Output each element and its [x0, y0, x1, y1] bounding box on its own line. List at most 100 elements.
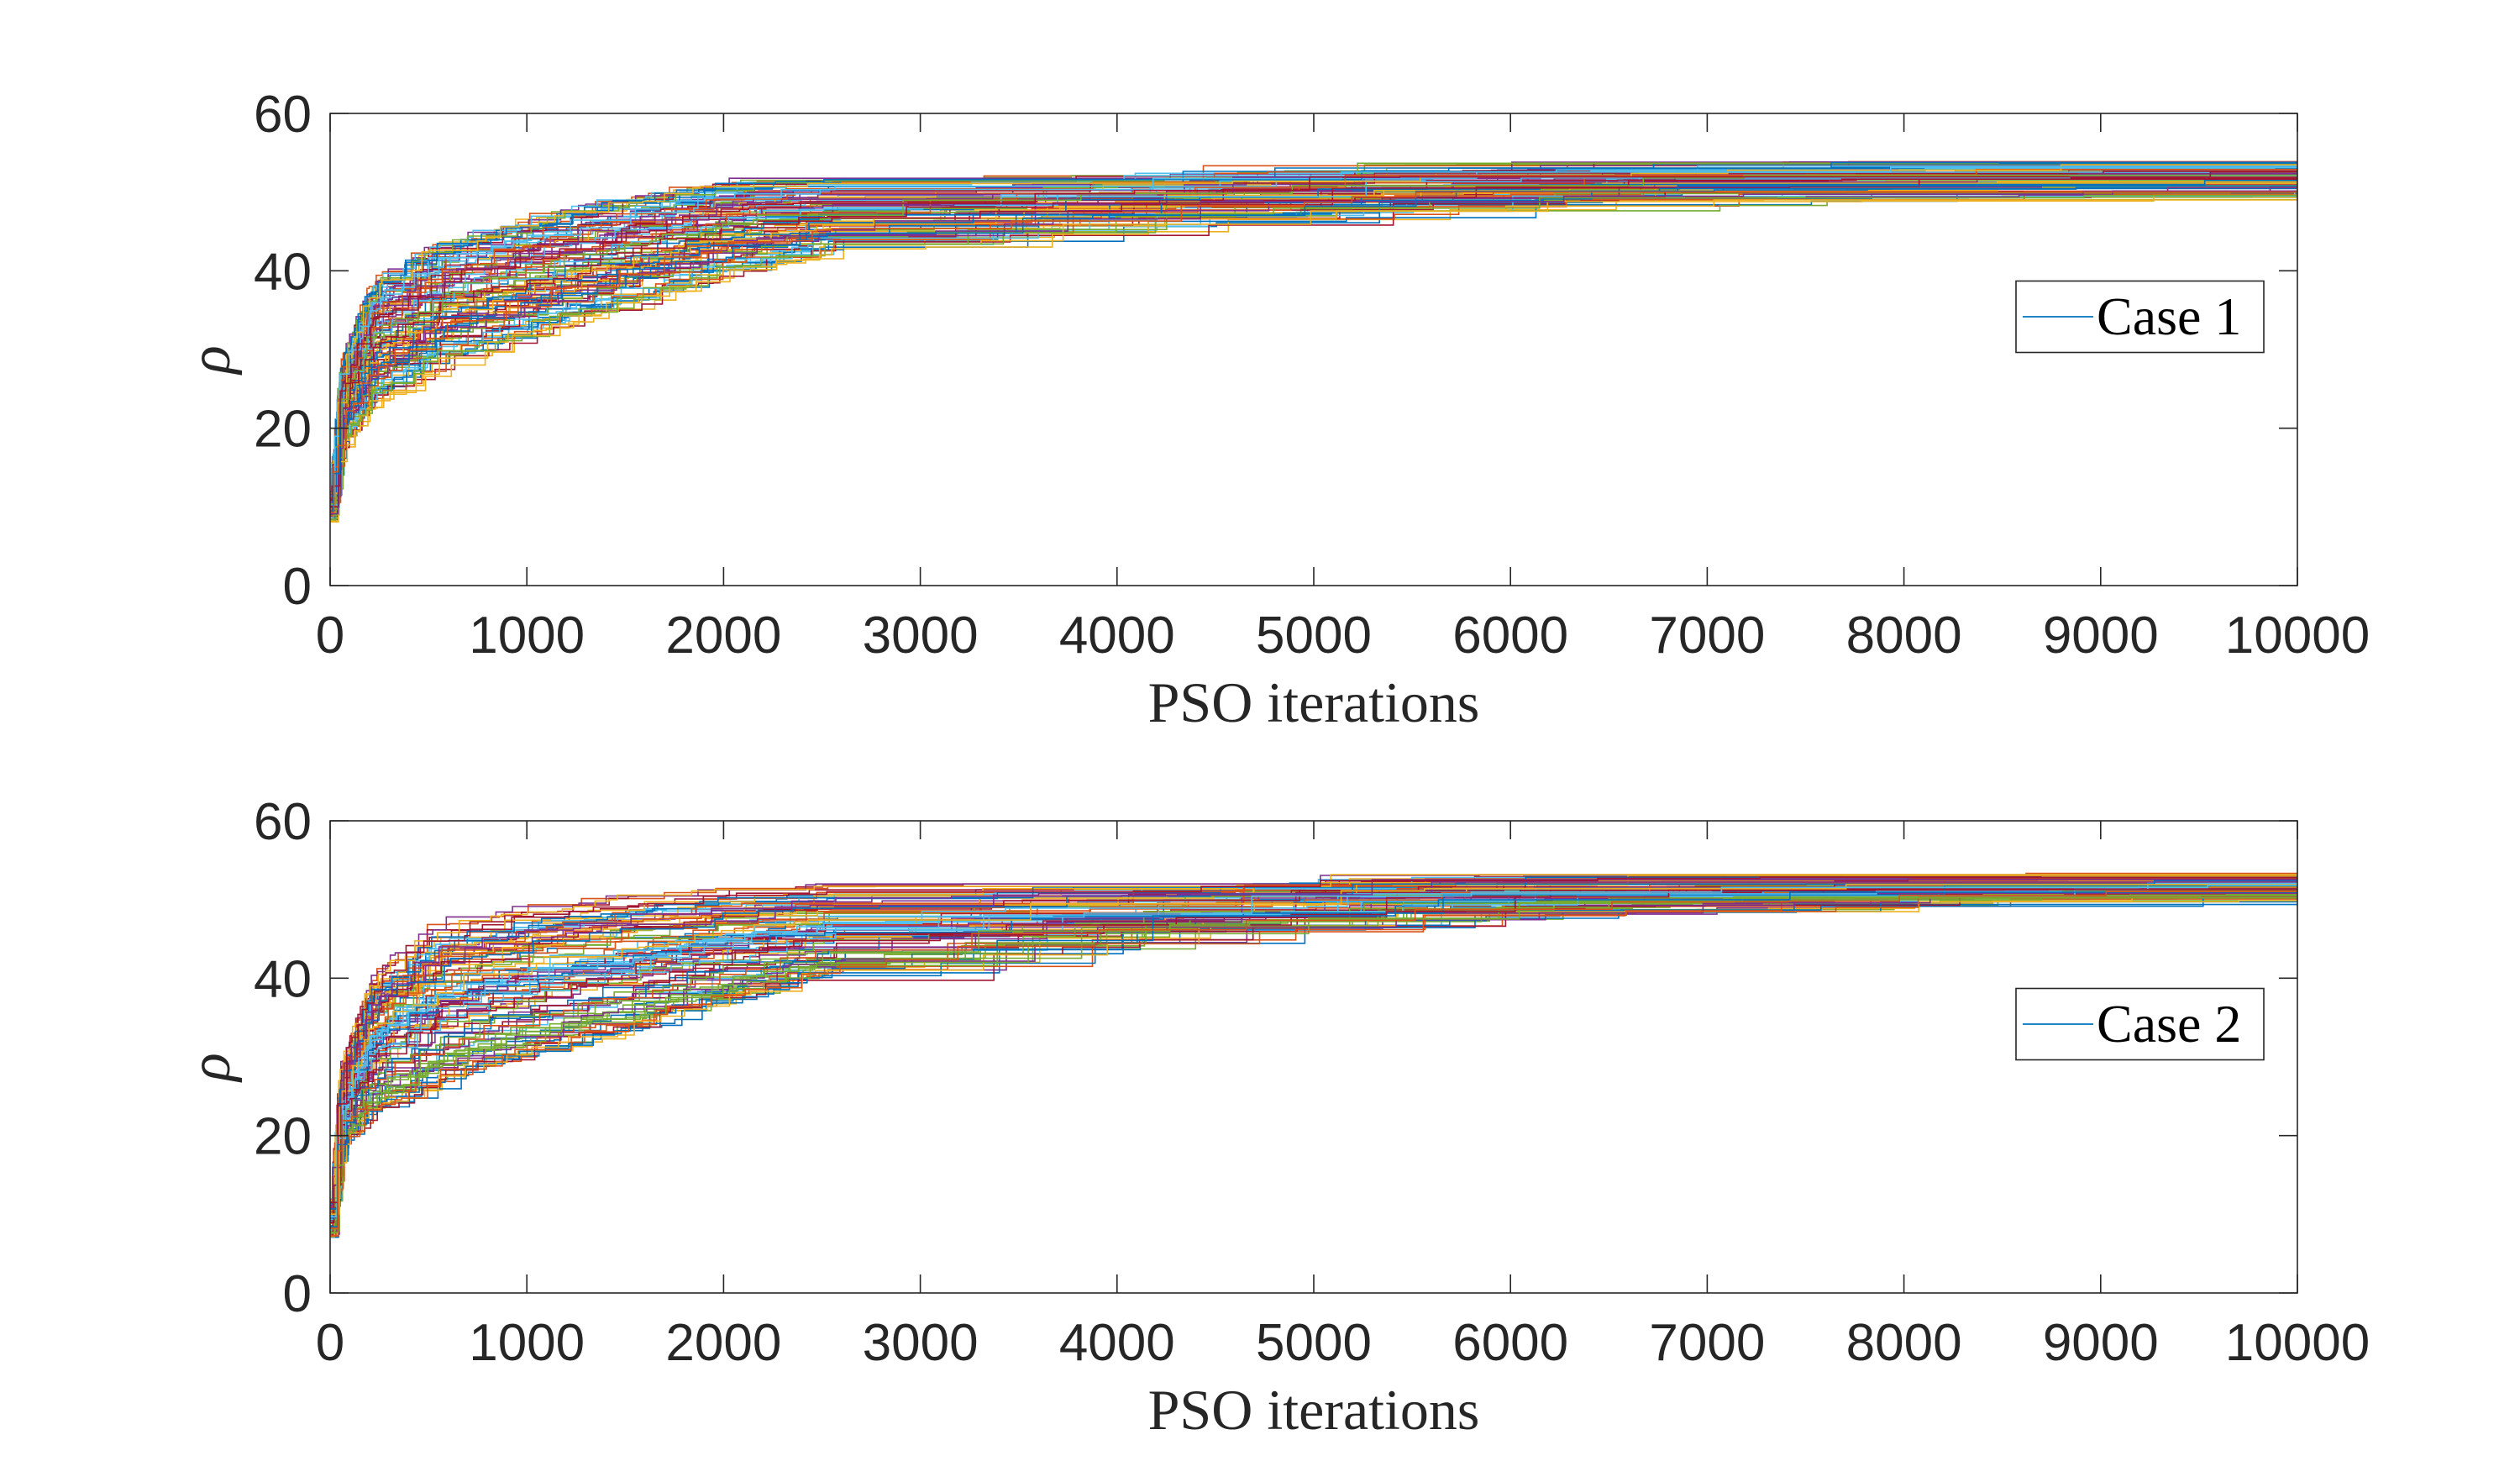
- series-line: [330, 176, 2297, 505]
- series-line: [330, 896, 2297, 1233]
- legend: Case 1: [2015, 280, 2265, 354]
- series-line: [330, 886, 2297, 1222]
- series-line: [330, 182, 2297, 510]
- series-line: [330, 174, 2297, 505]
- series-line: [330, 884, 2297, 1215]
- series-line: [330, 884, 2297, 1218]
- series-line: [330, 886, 2297, 1222]
- x-tick-label: 10000: [2225, 1314, 2370, 1372]
- y-tick-label: 40: [254, 243, 312, 301]
- series-line: [330, 882, 2297, 1217]
- x-tick-label: 1000: [469, 1314, 585, 1372]
- series-line: [330, 886, 2297, 1219]
- x-tick-label: 4000: [1059, 1314, 1175, 1372]
- series-line: [330, 186, 2297, 513]
- series-line: [330, 187, 2297, 515]
- x-tick-label: 8000: [1846, 607, 1962, 665]
- series-line: [330, 879, 2297, 1211]
- series-line: [330, 886, 2297, 1223]
- x-tick-label: 9000: [2043, 1314, 2159, 1372]
- series-line: [330, 191, 2297, 517]
- series-line: [330, 894, 2297, 1227]
- series-line: [330, 191, 2297, 517]
- x-tick-label: 1000: [469, 607, 585, 665]
- series-line: [330, 895, 2297, 1236]
- series-line: [330, 897, 2297, 1234]
- series-line: [330, 187, 2297, 515]
- series-line: [330, 883, 2297, 1217]
- series-line: [330, 171, 2297, 502]
- series-line: [330, 185, 2297, 514]
- series-group: [330, 872, 2297, 1238]
- series-line: [330, 879, 2297, 1206]
- x-tick-label: 7000: [1649, 1314, 1765, 1372]
- y-tick-label: 60: [254, 86, 312, 144]
- x-tick-label: 9000: [2043, 607, 2159, 665]
- series-line: [330, 170, 2297, 500]
- series-line: [330, 895, 2297, 1238]
- x-tick-label: 7000: [1649, 607, 1765, 665]
- series-line: [330, 891, 2297, 1227]
- series-line: [330, 884, 2297, 1217]
- series-line: [330, 886, 2297, 1222]
- series-line: [330, 896, 2297, 1238]
- series-line: [330, 874, 2297, 1201]
- series-line: [330, 171, 2297, 502]
- series-line: [330, 888, 2297, 1224]
- series-line: [330, 190, 2297, 515]
- series-line: [330, 880, 2297, 1210]
- x-tick-label: 3000: [863, 1314, 979, 1372]
- series-line: [330, 896, 2297, 1234]
- series-line: [330, 178, 2297, 507]
- series-line: [330, 892, 2297, 1230]
- legend-entry: Case 1: [2097, 286, 2241, 346]
- x-tick-label: 3000: [863, 607, 979, 665]
- x-tick-label: 8000: [1846, 1314, 1962, 1372]
- series-group: [330, 160, 2297, 523]
- x-tick-label: 6000: [1452, 1314, 1568, 1372]
- series-line: [330, 195, 2297, 522]
- series-line: [330, 886, 2297, 1217]
- series-line: [330, 893, 2297, 1229]
- series-line: [330, 895, 2297, 1233]
- x-tick-label: 0: [316, 607, 344, 665]
- y-tick-label: 60: [254, 793, 312, 851]
- series-line: [330, 191, 2297, 519]
- series-line: [330, 896, 2297, 1237]
- x-tick-label: 2000: [665, 1314, 781, 1372]
- x-axis-label: PSO iterations: [1148, 670, 1480, 734]
- series-line: [330, 164, 2297, 494]
- series-line: [330, 884, 2297, 1220]
- series-line: [330, 894, 2297, 1232]
- series-line: [330, 884, 2297, 1219]
- series-line: [330, 166, 2297, 497]
- series-line: [330, 891, 2297, 1231]
- series-line: [330, 896, 2297, 1237]
- series-line: [330, 885, 2297, 1219]
- y-tick-label: 20: [254, 1108, 312, 1166]
- series-line: [330, 177, 2297, 504]
- x-axis-label: PSO iterations: [1148, 1378, 1480, 1442]
- x-tick-label: 0: [316, 1314, 344, 1372]
- series-line: [330, 185, 2297, 513]
- series-line: [330, 886, 2297, 1209]
- series-line: [330, 886, 2297, 1220]
- series-line: [330, 191, 2297, 519]
- x-tick-label: 6000: [1452, 607, 1568, 665]
- y-axis-label: ρ: [178, 345, 243, 376]
- y-tick-label: 0: [283, 558, 312, 616]
- series-line: [330, 884, 2297, 1219]
- series-line: [330, 893, 2297, 1232]
- series-line: [330, 168, 2297, 499]
- series-line: [330, 194, 2297, 520]
- x-tick-label: 5000: [1256, 607, 1372, 665]
- series-line: [330, 197, 2297, 522]
- series-line: [330, 169, 2297, 497]
- series-line: [330, 895, 2297, 1238]
- y-axis-label: ρ: [178, 1053, 243, 1083]
- legend: Case 2: [2015, 987, 2265, 1061]
- subplot-case-1: 0 1000 2000 3000 4000 5000 6000 7000 8000 9000 100…: [178, 86, 2370, 734]
- series-line: [330, 885, 2297, 1213]
- series-line: [330, 903, 2297, 1238]
- series-line: [330, 896, 2297, 1235]
